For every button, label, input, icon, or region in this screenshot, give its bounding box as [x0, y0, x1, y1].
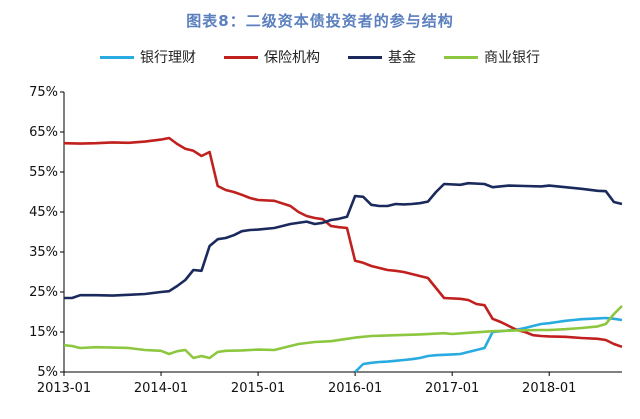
y-tick-label: 25% [29, 285, 58, 300]
legend-label: 商业银行 [484, 50, 540, 66]
chart-title: 图表8：二级资本债投资者的参与结构 [186, 12, 454, 30]
legend-swatch [348, 55, 382, 59]
y-tick-label: 45% [29, 205, 58, 220]
x-tick-label: 2013-01 [37, 381, 91, 396]
y-tick-label: 5% [37, 365, 58, 380]
x-tick-label: 2018-01 [522, 381, 576, 396]
series-line-4 [63, 305, 623, 360]
y-tick-label: 65% [29, 125, 58, 140]
legend-item-2: 保险机构 [224, 47, 320, 67]
series-line-3 [64, 181, 623, 300]
legend-swatch [444, 55, 478, 59]
x-tick-label: 2014-01 [134, 381, 188, 396]
series-line-1 [354, 316, 623, 373]
legend-swatch [224, 55, 258, 59]
y-tick-label: 35% [29, 245, 58, 260]
chart-legend: 银行理财 保险机构 基金 商业银行 [0, 46, 640, 68]
x-tick-label: 2017-01 [425, 381, 479, 396]
y-tick-label: 15% [29, 325, 58, 340]
legend-swatch [100, 55, 134, 59]
legend-item-3: 基金 [348, 47, 416, 67]
legend-label: 基金 [388, 50, 416, 66]
legend-item-4: 商业银行 [444, 47, 540, 67]
legend-label: 保险机构 [264, 50, 320, 66]
x-tick-label: 2015-01 [231, 381, 285, 396]
y-tick-label: 75% [29, 85, 58, 100]
y-tick-label: 55% [29, 165, 58, 180]
legend-item-1: 银行理财 [100, 47, 196, 67]
x-tick-label: 2016-01 [328, 381, 382, 396]
series-line-2 [63, 136, 623, 349]
legend-label: 银行理财 [140, 50, 196, 66]
